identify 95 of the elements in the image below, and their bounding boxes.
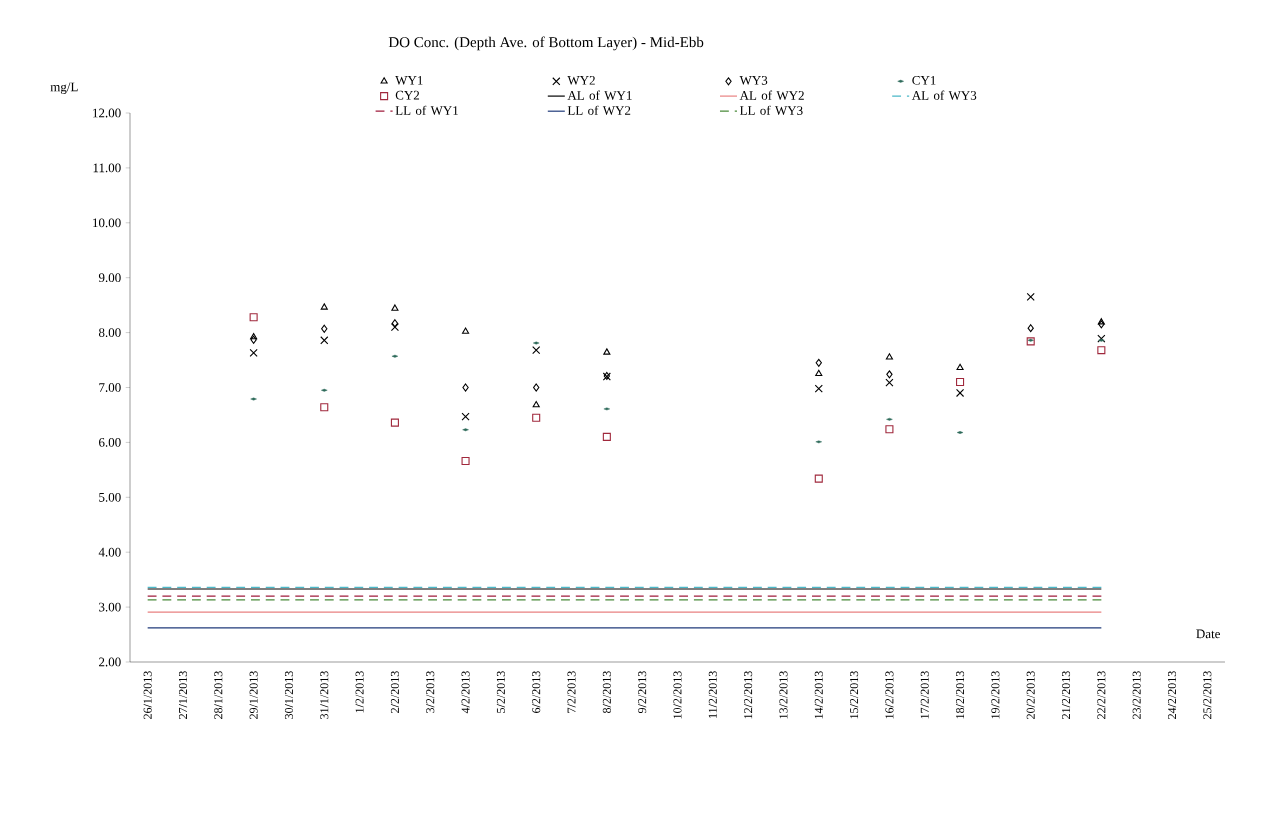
x-tick-label: 13/2/2013 (779, 671, 788, 719)
x-tick-label: 22/2/2013 (1097, 671, 1106, 719)
x-tick-label: 25/2/2013 (1203, 671, 1212, 719)
x-tick-label: 11/2/2013 (708, 671, 717, 718)
legend-label: AL of WY3 (911, 90, 977, 100)
point (390, 418, 399, 427)
point (390, 323, 399, 332)
point (250, 335, 257, 344)
point (885, 378, 894, 387)
x-tick-label: 23/2/2013 (1132, 671, 1141, 719)
x-tick-label: 8/2/2013 (602, 671, 611, 713)
point (249, 313, 258, 322)
x-tick-label: 7/2/2013 (567, 671, 576, 713)
x-tick-label: 27/1/2013 (178, 671, 188, 719)
chart-title: DO Conc. (Depth Ave. of Bottom Layer) - Mid-Ebb (388, 36, 704, 51)
point (533, 383, 540, 392)
y-tick-label: 3.00 (99, 602, 121, 612)
y-tick-label: 11.00 (93, 163, 121, 173)
point (532, 413, 541, 422)
point (391, 304, 399, 311)
point (321, 324, 328, 333)
point (320, 303, 328, 310)
point (885, 353, 893, 360)
y-tick-label: 12.00 (93, 108, 121, 118)
x-tick-label: 29/1/2013 (249, 671, 258, 719)
point (956, 363, 964, 371)
x-tick-label: 14/2/2013 (814, 671, 823, 719)
legend-label: AL of WY1 (567, 90, 632, 100)
point (1026, 292, 1035, 301)
x-tick-label: 5/2/2013 (496, 671, 505, 713)
point (955, 388, 965, 398)
point (1027, 324, 1034, 333)
point (1098, 320, 1105, 329)
legend-label: AL of WY2 (739, 90, 804, 100)
point (815, 358, 822, 367)
legend-label: CY1 (912, 76, 936, 85)
x-tick-label: 15/2/2013 (850, 671, 859, 719)
x-tick-label: 17/2/2013 (920, 671, 929, 719)
point (1097, 346, 1106, 355)
point (391, 319, 399, 328)
point (886, 370, 893, 379)
point (815, 369, 823, 377)
legend-label: LL of WY3 (739, 105, 803, 115)
point (320, 336, 329, 345)
x-tick-label: 20/2/2013 (1026, 671, 1035, 719)
y-tick-label: 5.00 (99, 492, 121, 502)
x-tick-label: 24/2/2013 (1167, 671, 1177, 719)
x-tick-label: 2/2/2013 (390, 671, 399, 713)
point (461, 327, 470, 334)
x-tick-label: 28/1/2013 (214, 671, 223, 719)
legend-label: WY2 (567, 76, 595, 85)
legend-label: WY3 (739, 76, 768, 85)
x-tick-label: 19/2/2013 (991, 671, 1000, 719)
point (1026, 337, 1035, 346)
x-tick-label: 21/2/2013 (1061, 671, 1071, 719)
point (461, 457, 470, 466)
point (461, 412, 470, 421)
legend-label: LL of WY1 (395, 105, 458, 115)
point (249, 348, 258, 357)
point (956, 377, 965, 387)
x-tick-label: 4/2/2013 (461, 671, 470, 714)
y-tick-label: 10.00 (93, 218, 121, 228)
y-tick-label: 7.00 (99, 383, 121, 392)
x-tick-label: 6/2/2013 (532, 671, 541, 713)
point (532, 401, 540, 408)
point (1097, 318, 1105, 325)
point (532, 346, 541, 355)
y-tick-label: 4.00 (98, 547, 121, 557)
x-tick-label: 9/2/2013 (638, 671, 647, 714)
y-axis-title: mg/L (50, 82, 78, 94)
point (1097, 334, 1106, 343)
y-tick-label: 6.00 (99, 437, 121, 447)
point (814, 384, 823, 393)
x-tick-label: 18/2/2013 (956, 671, 965, 719)
point (603, 348, 611, 355)
y-tick-label: 9.00 (98, 273, 121, 283)
legend-label: WY1 (395, 76, 423, 85)
x-tick-label: 16/2/2013 (885, 671, 894, 719)
legend-label: CY2 (395, 90, 420, 100)
x-tick-label: 30/1/2013 (284, 671, 294, 719)
x-tick-label: 1/2/2013 (355, 671, 364, 713)
x-tick-label: 12/2/2013 (744, 671, 753, 719)
point (885, 425, 894, 434)
y-tick-label: 8.00 (98, 328, 121, 338)
point (462, 383, 469, 392)
legend-label: LL of WY2 (567, 105, 631, 115)
x-axis-title: Date (1196, 629, 1220, 639)
x-tick-label: 26/1/2013 (143, 671, 152, 719)
x-tick-label: 3/2/2013 (426, 671, 435, 713)
y-tick-label: 2.00 (99, 657, 121, 667)
point (814, 474, 823, 483)
x-tick-label: 10/2/2013 (673, 671, 682, 719)
point (602, 432, 611, 441)
point (320, 403, 329, 412)
x-tick-label: 31/1/2013 (320, 671, 329, 719)
